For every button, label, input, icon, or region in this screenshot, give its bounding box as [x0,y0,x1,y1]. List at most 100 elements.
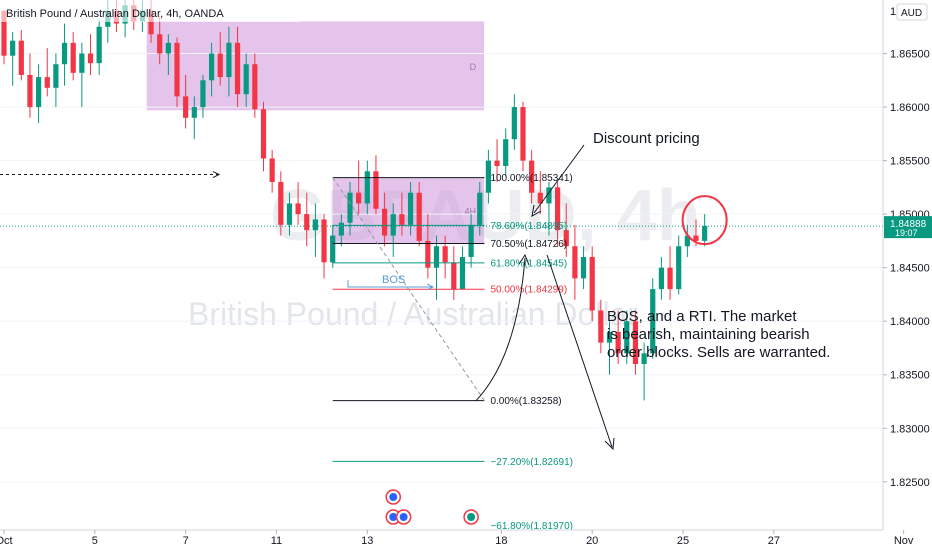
economic-event-icon[interactable] [385,489,401,505]
candle[interactable] [451,246,457,300]
candle[interactable] [87,34,94,75]
candle[interactable] [157,16,163,65]
grid-layer [0,53,883,483]
candle[interactable] [485,149,491,204]
candle[interactable] [520,101,526,172]
note-line: is bearish, maintaining bearish [607,326,810,343]
candle[interactable] [286,192,293,236]
candle[interactable] [589,246,595,322]
candle[interactable] [416,182,422,247]
candle[interactable] [191,96,197,140]
candle[interactable] [624,310,630,365]
candle[interactable] [183,74,189,129]
candle-body [96,26,102,64]
candle[interactable] [632,310,639,375]
candle[interactable] [598,299,604,354]
candle[interactable] [36,64,42,124]
candle[interactable] [217,32,223,86]
candle[interactable] [304,192,310,247]
discount-pointer-line [533,144,585,214]
candle[interactable] [252,53,258,118]
discount-arrow-icon [531,204,542,217]
candle[interactable] [477,182,483,236]
candle[interactable] [321,214,327,279]
candle[interactable] [615,310,621,365]
economic-event-icon[interactable] [395,509,412,525]
candle[interactable] [667,246,673,300]
candle[interactable] [373,155,379,215]
candle[interactable] [684,224,690,257]
candle[interactable] [209,42,215,97]
candle[interactable] [174,37,180,108]
event-markers-layer[interactable] [385,489,479,525]
candle[interactable] [650,278,656,359]
candle-body [702,225,708,241]
retrace-arrow-icon [518,253,530,266]
candle[interactable] [511,94,517,150]
candle[interactable] [27,53,33,118]
candle[interactable] [546,182,552,236]
candle[interactable] [702,214,708,247]
candle[interactable] [70,32,76,81]
candle[interactable] [503,128,509,177]
candle[interactable] [44,48,50,97]
candle[interactable] [18,29,24,81]
candle[interactable] [53,53,59,108]
candle-body [468,224,474,257]
candle[interactable] [580,246,587,290]
drawings-layer[interactable]: BOS Discount pricing BOS, and a RTI. The m… [0,130,830,451]
candle-body [442,246,448,263]
time-tick-label: 25 [677,535,689,547]
price-axis[interactable]: 1 AUD 1.865001.860001.855001.850001.8450… [882,0,932,530]
candle[interactable] [330,224,336,268]
currency-badge[interactable]: AUD [896,3,928,21]
candle[interactable] [425,214,431,279]
candle[interactable] [96,19,102,75]
candle[interactable] [382,192,388,247]
candle[interactable] [278,171,284,236]
candle[interactable] [260,101,267,172]
candle[interactable] [555,182,561,247]
time-axis[interactable]: Oct57111318202527Nov38 [0,529,932,550]
candle[interactable] [641,342,647,401]
candle[interactable] [658,256,664,300]
candle[interactable] [79,42,85,108]
retrace-curve [475,257,526,402]
candle-body [183,96,189,118]
title-backdrop [0,0,300,22]
candle[interactable] [442,235,448,279]
candle[interactable] [200,74,206,118]
candle[interactable] [243,53,249,108]
candle[interactable] [165,34,171,75]
candle[interactable] [676,235,682,295]
candle[interactable] [295,182,301,225]
candle[interactable] [312,203,318,257]
time-tick-label: 7 [183,535,189,547]
candle[interactable] [269,149,275,193]
candle[interactable] [356,160,362,215]
candle[interactable] [226,26,232,97]
candle[interactable] [537,171,543,215]
candle[interactable] [468,214,474,268]
candle[interactable] [606,321,613,375]
candle[interactable] [338,214,344,247]
price-tick-label: 1.82500 [890,477,930,489]
candle[interactable] [459,246,466,290]
candle[interactable] [364,160,370,215]
candle-body [373,171,379,209]
candle[interactable] [563,203,569,257]
candle[interactable] [407,182,414,236]
candle[interactable] [494,139,500,183]
economic-event-icon[interactable] [463,509,479,525]
candle[interactable] [572,224,578,300]
candle[interactable] [347,182,353,236]
candle-body [1,10,7,56]
candle[interactable] [61,23,68,86]
candle[interactable] [10,32,16,86]
candle[interactable] [529,149,535,204]
candle[interactable] [234,26,241,108]
candle[interactable] [399,192,405,236]
candle[interactable] [390,203,396,257]
